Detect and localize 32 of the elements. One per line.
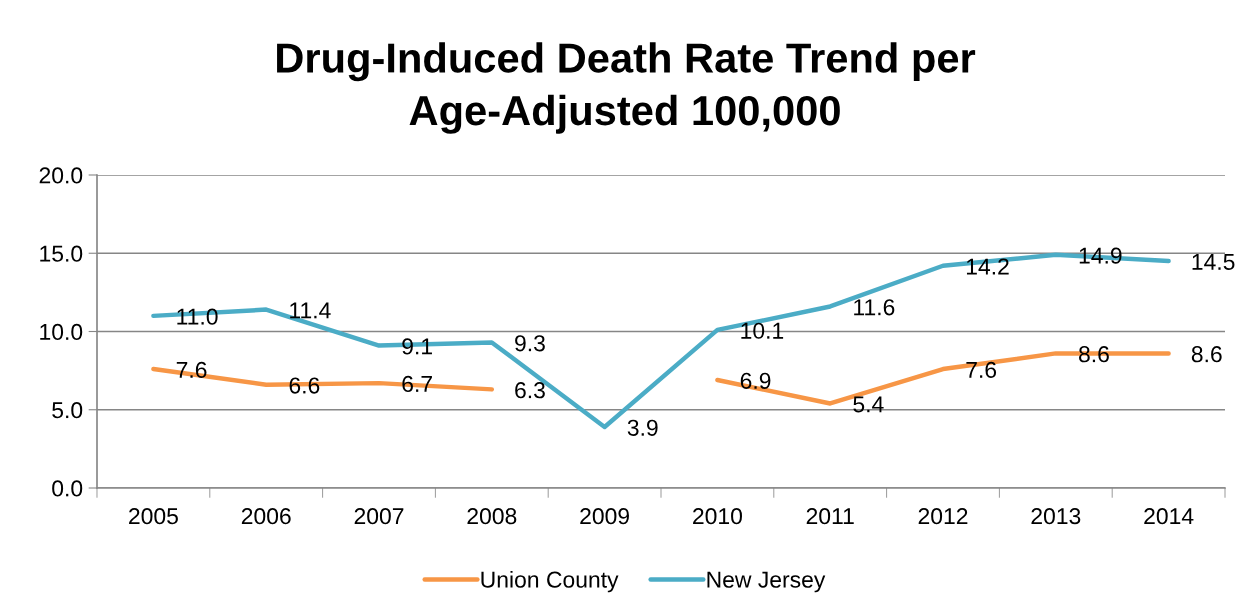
data-label: 5.4 <box>853 396 884 413</box>
legend-label: New Jersey <box>707 571 826 593</box>
data-label: 6.3 <box>515 382 545 399</box>
x-tick-label: 2007 <box>354 508 404 525</box>
chart-title: Drug-Induced Death Rate Trend per Age-Adjusted 100,000 <box>277 42 976 134</box>
x-tick-label: 2011 <box>806 508 854 525</box>
legend-label: Union County <box>481 570 619 593</box>
y-tick-label: 10.0 <box>40 323 83 341</box>
y-tick-label: 15.0 <box>40 245 83 262</box>
x-tick-label: 2006 <box>241 508 291 525</box>
y-tick-label: 5.0 <box>52 402 83 419</box>
x-tick-label: 2008 <box>467 508 517 525</box>
data-label: 8.6 <box>1191 346 1222 363</box>
data-label: 3.9 <box>627 419 658 436</box>
data-label: 9.3 <box>515 335 545 352</box>
x-tick-label: 2005 <box>129 508 178 525</box>
data-label: 10.1 <box>741 322 784 339</box>
y-tick-label: 20.0 <box>39 167 83 184</box>
x-tick-label: 2010 <box>693 508 742 525</box>
data-label: 11.6 <box>854 299 895 316</box>
data-label: 14.2 <box>966 258 1009 275</box>
data-label: 14.5 <box>1192 254 1235 270</box>
x-tick-label: 2009 <box>580 508 630 525</box>
data-label: 11.4 <box>290 302 331 319</box>
data-label: 6.7 <box>402 375 432 393</box>
x-tick-label: 2014 <box>1144 508 1194 525</box>
data-label: 6.9 <box>740 372 771 389</box>
x-tick-label: 2012 <box>918 508 968 525</box>
data-label: 7.6 <box>966 361 997 378</box>
data-label: 6.6 <box>289 377 320 394</box>
x-tick-label: 2013 <box>1031 508 1081 525</box>
y-tick-label: 0.0 <box>52 480 83 497</box>
